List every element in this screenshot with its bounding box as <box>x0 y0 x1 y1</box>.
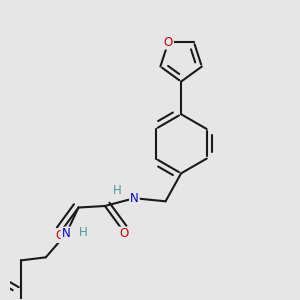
Text: H: H <box>113 184 122 197</box>
Text: H: H <box>79 226 88 239</box>
Text: O: O <box>119 227 128 241</box>
Text: N: N <box>130 192 139 205</box>
Text: O: O <box>55 229 64 242</box>
Text: N: N <box>61 227 70 241</box>
Text: O: O <box>164 36 173 49</box>
